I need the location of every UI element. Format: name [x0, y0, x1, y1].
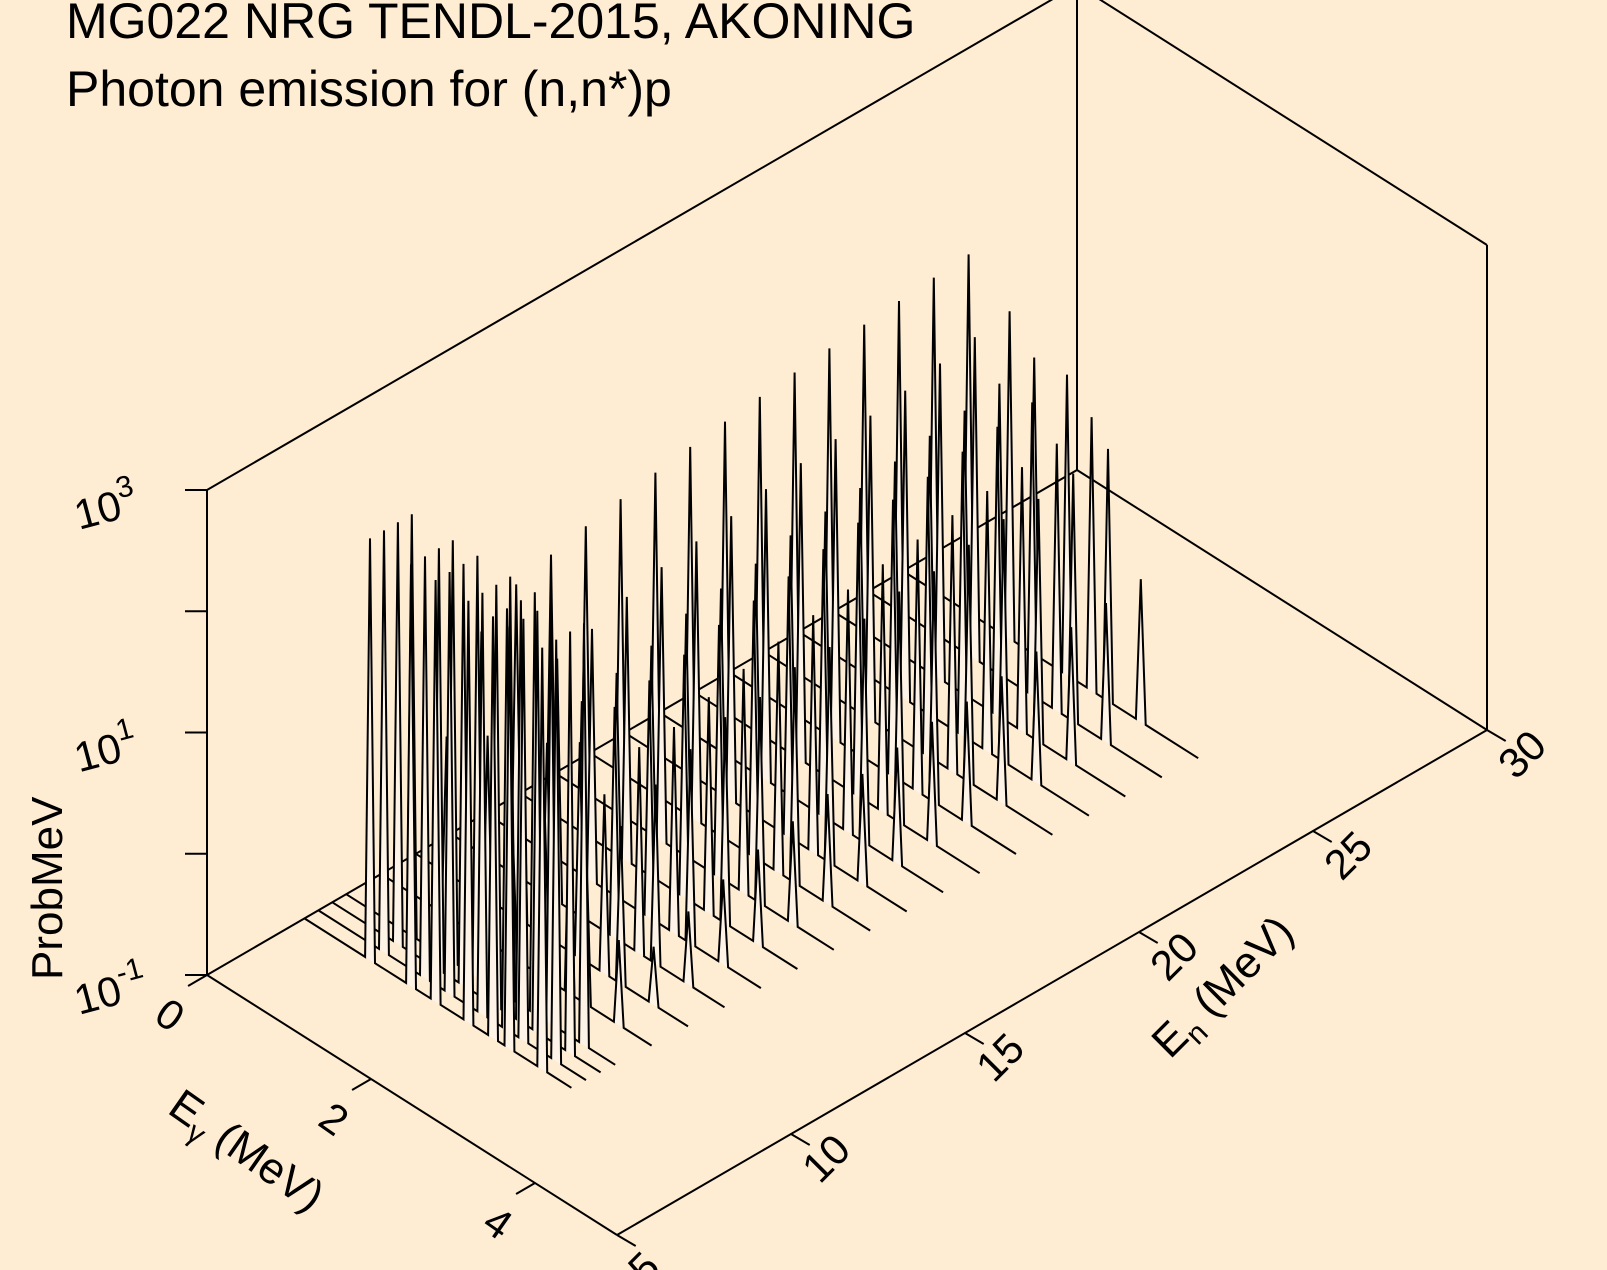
- box-edge: [616, 729, 1488, 1236]
- series-fill: [833, 301, 1126, 797]
- z-tick-label: 103: [67, 469, 142, 539]
- box-edge: [206, 0, 1054, 491]
- chart-title: MG022 NRG TENDL-2015, AKONING: [66, 0, 915, 49]
- series-fill: [485, 554, 761, 989]
- box-edge: [1076, 469, 1488, 731]
- series-fill: [415, 631, 688, 1027]
- x-tick: [351, 1078, 372, 1091]
- y-tick: [790, 1133, 811, 1146]
- y-tick: [1138, 931, 1159, 944]
- box-edge: [206, 974, 618, 1236]
- x-tick-label: 0: [147, 989, 193, 1041]
- z-axis-label: ProbMeV: [23, 796, 72, 980]
- y-axis-label-unit: (MeV): [1175, 907, 1303, 1035]
- z-tick-label: 10-1: [67, 952, 152, 1024]
- y-tick: [1312, 830, 1333, 843]
- series-trace: [832, 300, 1126, 798]
- z-tick-label: 101: [67, 712, 142, 782]
- y-tick-label: 25: [1315, 822, 1381, 888]
- y-tick: [1486, 729, 1507, 742]
- series-trace: [867, 277, 1163, 779]
- y-tick-label: 30: [1489, 721, 1555, 787]
- x-tick-label: 2: [311, 1093, 357, 1145]
- series-layer: [303, 254, 1199, 1089]
- series-line: [867, 277, 1163, 779]
- y-tick: [616, 1234, 637, 1247]
- series-fill: [868, 277, 1162, 778]
- x-tick-label: 4: [475, 1197, 521, 1249]
- x-axis-label-unit: (MeV): [197, 1105, 333, 1221]
- chart-subtitle: Photon emission for (n,n*)p: [66, 61, 672, 117]
- y-tick-label: 15: [967, 1024, 1033, 1090]
- x-tick: [515, 1182, 536, 1195]
- plot-box: [206, 0, 1488, 1236]
- y-tick-label: 5: [619, 1243, 669, 1270]
- series-line: [303, 538, 572, 1089]
- series-fill: [450, 584, 725, 1008]
- series-trace: [303, 538, 572, 1089]
- x-tick: [187, 974, 208, 987]
- y-tick: [964, 1032, 985, 1045]
- series-line: [832, 300, 1126, 798]
- box-edge: [1098, 0, 1488, 246]
- x-axis-label: Eγ (MeV): [156, 1080, 333, 1227]
- y-tick-label: 10: [793, 1125, 859, 1191]
